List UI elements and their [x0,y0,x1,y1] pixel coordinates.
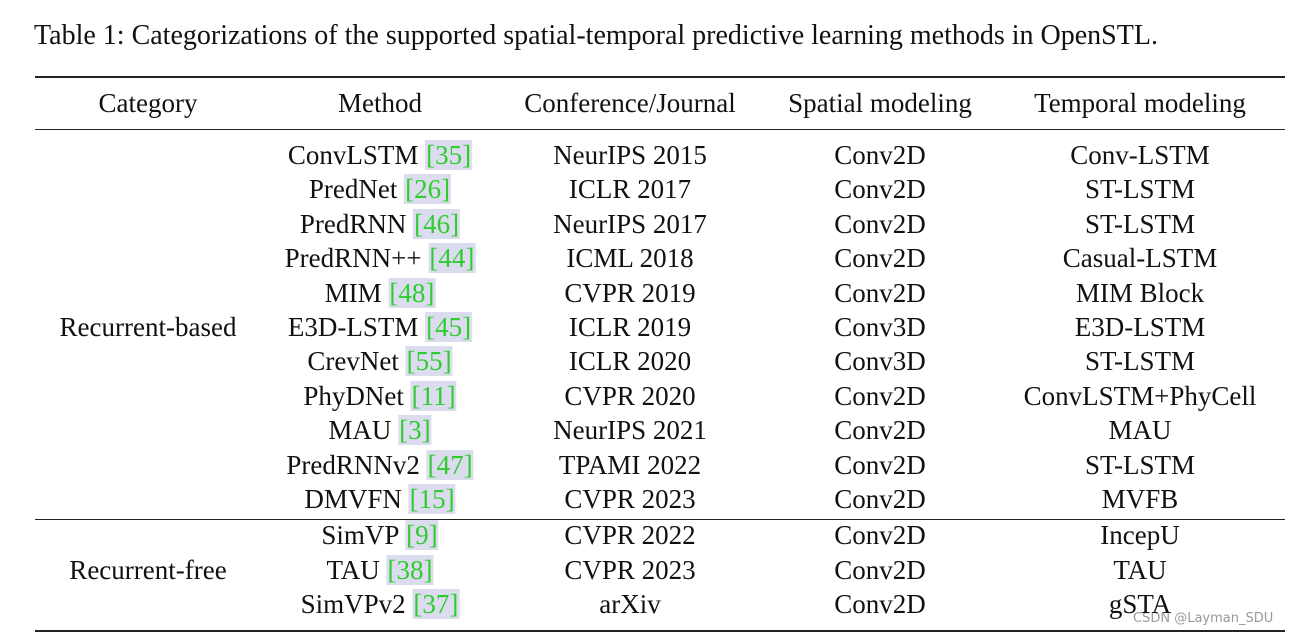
temporal-cell: ST-LSTM [1084,174,1196,205]
temporal-cell: Conv-LSTM [1070,140,1210,170]
method-cell: PredRNN [46] [299,208,461,239]
header-cell: Conference/Journal [524,88,736,118]
method-cell: MAU [3] [328,415,432,446]
venue-cell: TPAMI 2022 [558,449,702,480]
venue-cell: NeurIPS 2017 [553,208,707,239]
citation: [35] [425,140,473,170]
method-cell: CrevNet [55] [307,346,453,377]
temporal-cell: MVFB [1101,484,1179,514]
citation: [44] [428,243,476,274]
venue-cell: ICLR 2019 [568,312,692,342]
spatial-cell: Conv2D [834,484,926,514]
method-cell: SimVP [9] [321,520,439,551]
method-name: PredRNN++ [284,243,422,274]
venue-cell: NeurIPS 2015 [553,140,707,170]
temporal-cell: IncepU [1100,520,1180,551]
citation: [15] [408,484,456,514]
venue-cell: CVPR 2020 [564,380,696,411]
method-cell: E3D-LSTM [45] [287,312,473,342]
method-cell: ConvLSTM [35] [287,140,473,170]
citation: [46] [413,208,461,239]
temporal-cell: E3D-LSTM [1074,312,1206,342]
temporal-cell: MAU [1108,415,1172,446]
watermark: CSDN @Layman_SDU [1133,611,1274,626]
citation: [9] [405,520,439,551]
citation: [37] [412,589,460,620]
method-cell: PredRNN++ [44] [284,243,476,274]
spatial-cell: Conv2D [834,277,926,308]
spatial-cell: Conv2D [834,174,926,205]
method-name: ConvLSTM [287,140,419,170]
temporal-cell: gSTA [1108,589,1172,620]
spatial-cell: Conv2D [834,208,926,239]
method-name: SimVP [321,520,399,551]
method-name: DMVFN [304,484,402,514]
spatial-cell: Conv2D [834,449,926,480]
venue-cell: arXiv [599,589,661,620]
citation: [26] [404,174,452,205]
citation: [47] [426,449,474,480]
spatial-cell: Conv2D [834,380,926,411]
temporal-cell: ST-LSTM [1084,449,1196,480]
header-cell: Method [338,88,422,118]
temporal-cell: TAU [1113,554,1167,585]
header-cell: Temporal modeling [1034,88,1246,118]
category-cell: Recurrent-based [59,312,237,342]
method-cell: DMVFN [15] [304,484,456,514]
method-name: SimVPv2 [300,589,406,620]
venue-cell: CVPR 2022 [564,520,696,551]
venue-cell: ICLR 2017 [568,174,692,205]
top-rule [35,76,1285,78]
method-name: MAU [328,415,392,446]
venue-cell: CVPR 2023 [564,484,696,514]
temporal-cell: ConvLSTM+PhyCell [1023,380,1257,411]
method-name: PredNet [308,174,398,205]
method-name: TAU [326,554,380,585]
temporal-cell: ST-LSTM [1084,346,1196,377]
spatial-cell: Conv3D [834,346,926,377]
temporal-cell: ST-LSTM [1084,208,1196,239]
group-rule [35,519,1285,521]
venue-cell: NeurIPS 2021 [553,415,707,446]
caption: Table 1: Categorizations of the supporte… [34,20,1158,51]
venue-cell: CVPR 2019 [564,277,696,308]
category-cell: Recurrent-free [69,554,227,585]
spatial-cell: Conv2D [834,415,926,446]
method-name: MIM [324,277,382,308]
venue-cell: ICLR 2020 [568,346,692,377]
method-name: PredRNN [299,208,407,239]
method-name: E3D-LSTM [287,312,419,342]
header-cell: Category [98,88,198,118]
citation: [55] [405,346,453,377]
method-cell: PhyDNet [11] [303,380,457,411]
spatial-cell: Conv2D [834,140,926,170]
citation: [11] [410,380,457,411]
method-cell: MIM [48] [324,277,436,308]
venue-cell: CVPR 2023 [564,554,696,585]
method-cell: SimVPv2 [37] [300,589,460,620]
venue-cell: ICML 2018 [566,243,694,274]
temporal-cell: MIM Block [1075,277,1205,308]
header-cell: Spatial modeling [788,88,972,118]
method-cell: PredNet [26] [308,174,452,205]
citation: [38] [386,554,434,585]
method-name: CrevNet [307,346,399,377]
bottom-rule [35,630,1285,632]
citation: [45] [425,312,473,342]
method-name: PhyDNet [303,380,404,411]
method-cell: PredRNNv2 [47] [286,449,474,480]
spatial-cell: Conv2D [834,554,926,585]
method-cell: TAU [38] [326,554,434,585]
citation: [48] [388,277,436,308]
spatial-cell: Conv2D [834,243,926,274]
citation: [3] [398,415,432,446]
method-name: PredRNNv2 [286,449,420,480]
temporal-cell: Casual-LSTM [1062,243,1218,274]
spatial-cell: Conv2D [834,589,926,620]
spatial-cell: Conv3D [834,312,926,342]
spatial-cell: Conv2D [834,520,926,551]
header-rule [35,129,1285,130]
